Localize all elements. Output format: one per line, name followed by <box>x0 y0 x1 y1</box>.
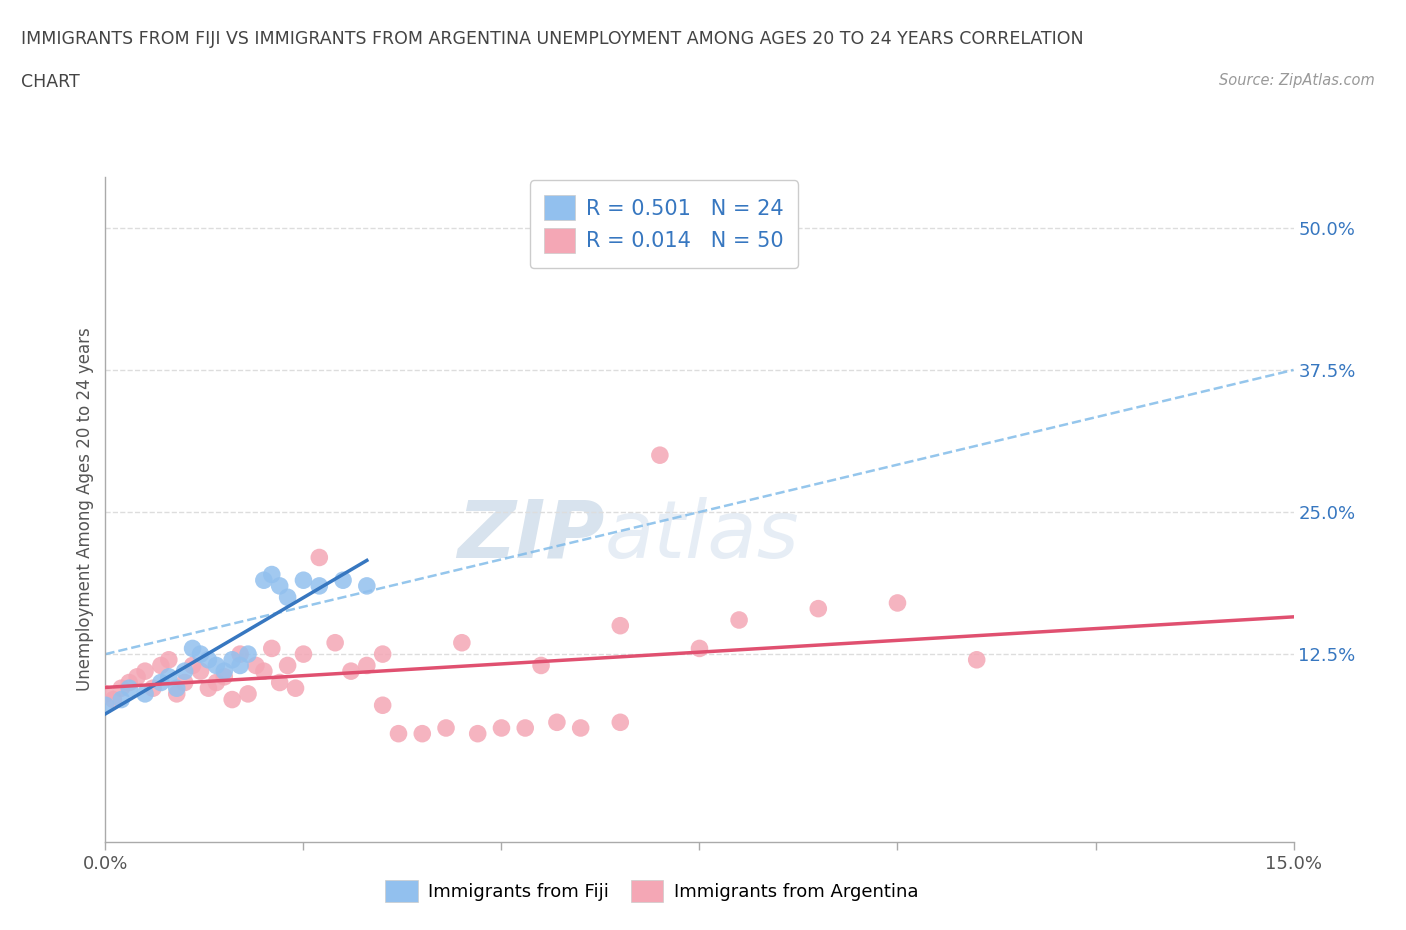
Point <box>229 658 252 673</box>
Point <box>197 652 219 667</box>
Point <box>491 721 513 736</box>
Point <box>569 721 592 736</box>
Point <box>190 664 212 679</box>
Point <box>609 618 631 633</box>
Point <box>190 646 212 661</box>
Point <box>149 658 172 673</box>
Point <box>118 675 141 690</box>
Point <box>546 715 568 730</box>
Point <box>142 681 165 696</box>
Point <box>269 578 291 593</box>
Point <box>157 652 180 667</box>
Point <box>149 675 172 690</box>
Point <box>166 686 188 701</box>
Point <box>340 664 363 679</box>
Point <box>387 726 409 741</box>
Point <box>205 675 228 690</box>
Point <box>269 675 291 690</box>
Point <box>173 675 195 690</box>
Point <box>181 658 204 673</box>
Point <box>308 578 330 593</box>
Point <box>118 681 141 696</box>
Point <box>253 573 276 588</box>
Point <box>166 681 188 696</box>
Text: CHART: CHART <box>21 73 80 90</box>
Point <box>205 658 228 673</box>
Point <box>134 664 156 679</box>
Point <box>173 664 195 679</box>
Point <box>411 726 433 741</box>
Point <box>236 646 259 661</box>
Point <box>214 664 236 679</box>
Point <box>450 635 472 650</box>
Point <box>292 573 315 588</box>
Text: ZIP: ZIP <box>457 497 605 575</box>
Point <box>260 641 283 656</box>
Point <box>157 670 180 684</box>
Point <box>110 681 132 696</box>
Point <box>332 573 354 588</box>
Point <box>94 698 117 712</box>
Text: Source: ZipAtlas.com: Source: ZipAtlas.com <box>1219 73 1375 87</box>
Point <box>110 692 132 707</box>
Point <box>103 692 125 707</box>
Legend: Immigrants from Fiji, Immigrants from Argentina: Immigrants from Fiji, Immigrants from Ar… <box>378 872 927 910</box>
Point <box>886 595 908 610</box>
Text: IMMIGRANTS FROM FIJI VS IMMIGRANTS FROM ARGENTINA UNEMPLOYMENT AMONG AGES 20 TO : IMMIGRANTS FROM FIJI VS IMMIGRANTS FROM … <box>21 30 1084 47</box>
Point <box>221 652 243 667</box>
Point <box>609 715 631 730</box>
Point <box>356 658 378 673</box>
Point <box>308 550 330 565</box>
Point <box>260 567 283 582</box>
Y-axis label: Unemployment Among Ages 20 to 24 years: Unemployment Among Ages 20 to 24 years <box>76 327 94 691</box>
Point <box>94 686 117 701</box>
Point <box>728 613 751 628</box>
Point <box>277 658 299 673</box>
Point <box>277 590 299 604</box>
Point <box>648 447 671 462</box>
Point <box>689 641 711 656</box>
Point <box>966 652 988 667</box>
Point <box>434 721 457 736</box>
Point <box>530 658 553 673</box>
Point <box>284 681 307 696</box>
Point <box>221 692 243 707</box>
Point <box>371 698 394 712</box>
Point <box>181 641 204 656</box>
Point <box>515 721 537 736</box>
Point <box>134 686 156 701</box>
Point <box>127 670 149 684</box>
Point <box>371 646 394 661</box>
Point <box>807 601 830 616</box>
Point <box>245 658 267 673</box>
Point <box>197 681 219 696</box>
Point <box>214 670 236 684</box>
Point <box>467 726 489 741</box>
Point <box>253 664 276 679</box>
Point <box>236 686 259 701</box>
Text: atlas: atlas <box>605 497 799 575</box>
Point <box>323 635 346 650</box>
Point <box>356 578 378 593</box>
Point <box>229 646 252 661</box>
Point <box>292 646 315 661</box>
